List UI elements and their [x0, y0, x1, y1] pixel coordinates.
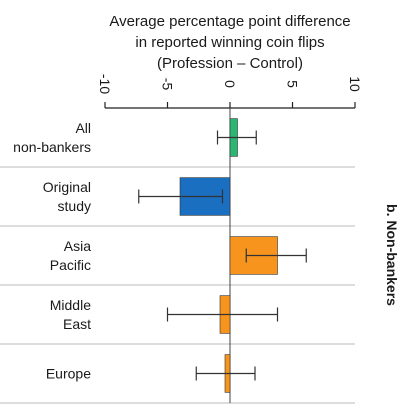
category-label: Middle East	[50, 297, 91, 332]
category-label: Europe	[46, 366, 91, 382]
chart-rows: All non-bankers Original study Asia Pacific Mi…	[0, 108, 355, 404]
category-label: All non-bankers	[13, 120, 91, 155]
x-tick-label: -10	[97, 74, 113, 94]
error-bars	[138, 130, 307, 381]
x-tick-label: -5	[160, 78, 176, 91]
chart-title: Average percentage point difference in r…	[109, 13, 350, 72]
category-label-line: non-bankers	[13, 139, 91, 155]
category-label-line: Asia	[64, 238, 91, 254]
x-axis: -10 -5 0 5 10	[97, 74, 363, 109]
category-label-line: Pacific	[50, 257, 91, 273]
title-line-2: in reported winning coin flips	[135, 34, 324, 51]
category-label-line: study	[58, 198, 91, 214]
category-label-line: All	[75, 120, 91, 136]
category-label-line: Original	[43, 179, 91, 195]
title-line-1: Average percentage point difference	[109, 13, 350, 30]
x-tick-label: 5	[285, 80, 301, 88]
panel-label: b. Non-bankers	[384, 204, 400, 306]
category-label-line: East	[63, 316, 91, 332]
title-line-3: (Profession – Control)	[157, 55, 303, 72]
x-tick-label: 10	[347, 76, 363, 92]
category-label: Asia Pacific	[50, 238, 91, 273]
category-label-line: Middle	[50, 297, 91, 313]
category-label-line: Europe	[46, 366, 91, 382]
x-tick-label: 0	[222, 80, 238, 88]
category-label: Original study	[43, 179, 91, 214]
